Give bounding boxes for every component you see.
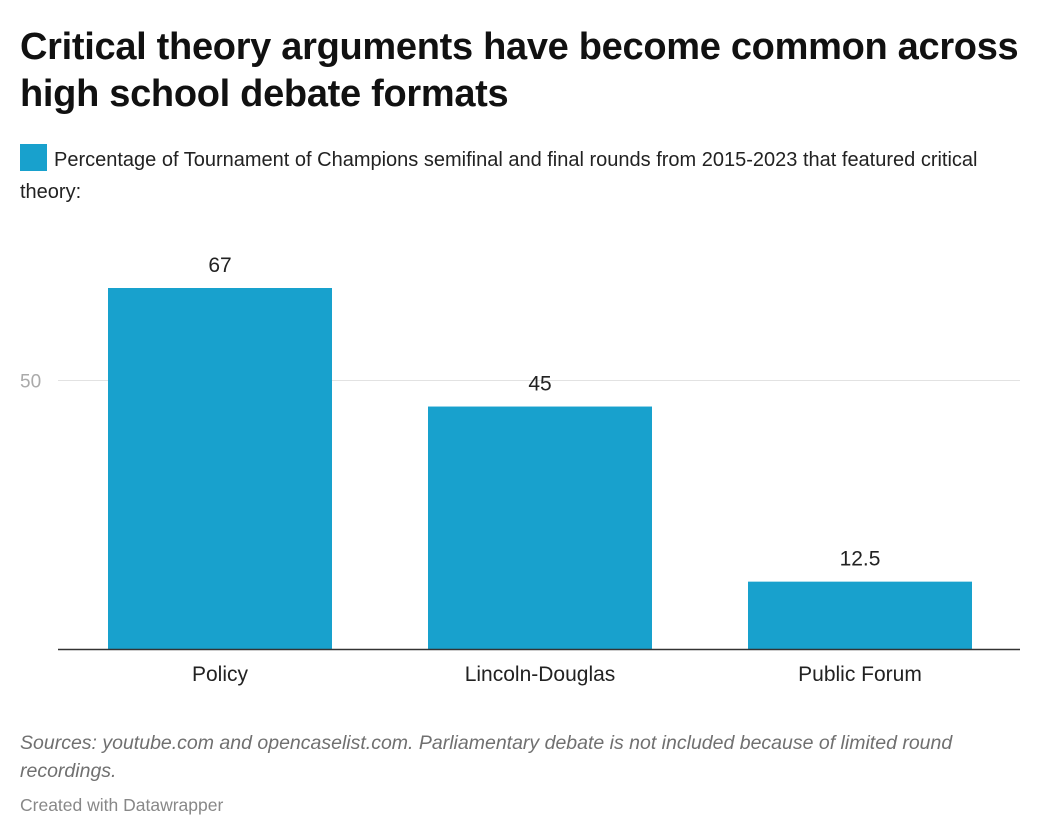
chart-title: Critical theory arguments have become co… [20,26,1019,115]
bars [108,288,972,649]
datawrapper-credit[interactable]: Created with Datawrapper [20,795,224,815]
x-tick-label-public-forum: Public Forum [798,663,922,686]
bar-chart: 50 67 45 12.5 Policy Lincoln-Douglas Public … [20,254,1020,686]
value-label-public-forum: 12.5 [840,548,881,571]
chart-legend: Percentage of Tournament of Champions se… [20,144,1020,208]
legend-label: Percentage of Tournament of Champions se… [20,149,978,203]
y-tick-label: 50 [20,372,41,393]
bar-lincoln-douglas [428,406,652,649]
bar-policy [108,288,332,649]
value-label-lincoln-douglas: 45 [528,373,551,396]
x-tick-label-policy: Policy [192,663,249,686]
value-labels: 67 45 12.5 [208,254,880,571]
x-tick-label-lincoln-douglas: Lincoln-Douglas [465,663,616,686]
bar-public-forum [748,581,972,649]
chart-notes: Sources: youtube.com and opencaselist.co… [20,732,953,782]
legend-swatch [20,144,47,171]
x-axis-labels: Policy Lincoln-Douglas Public Forum [192,663,922,686]
value-label-policy: 67 [208,254,231,277]
